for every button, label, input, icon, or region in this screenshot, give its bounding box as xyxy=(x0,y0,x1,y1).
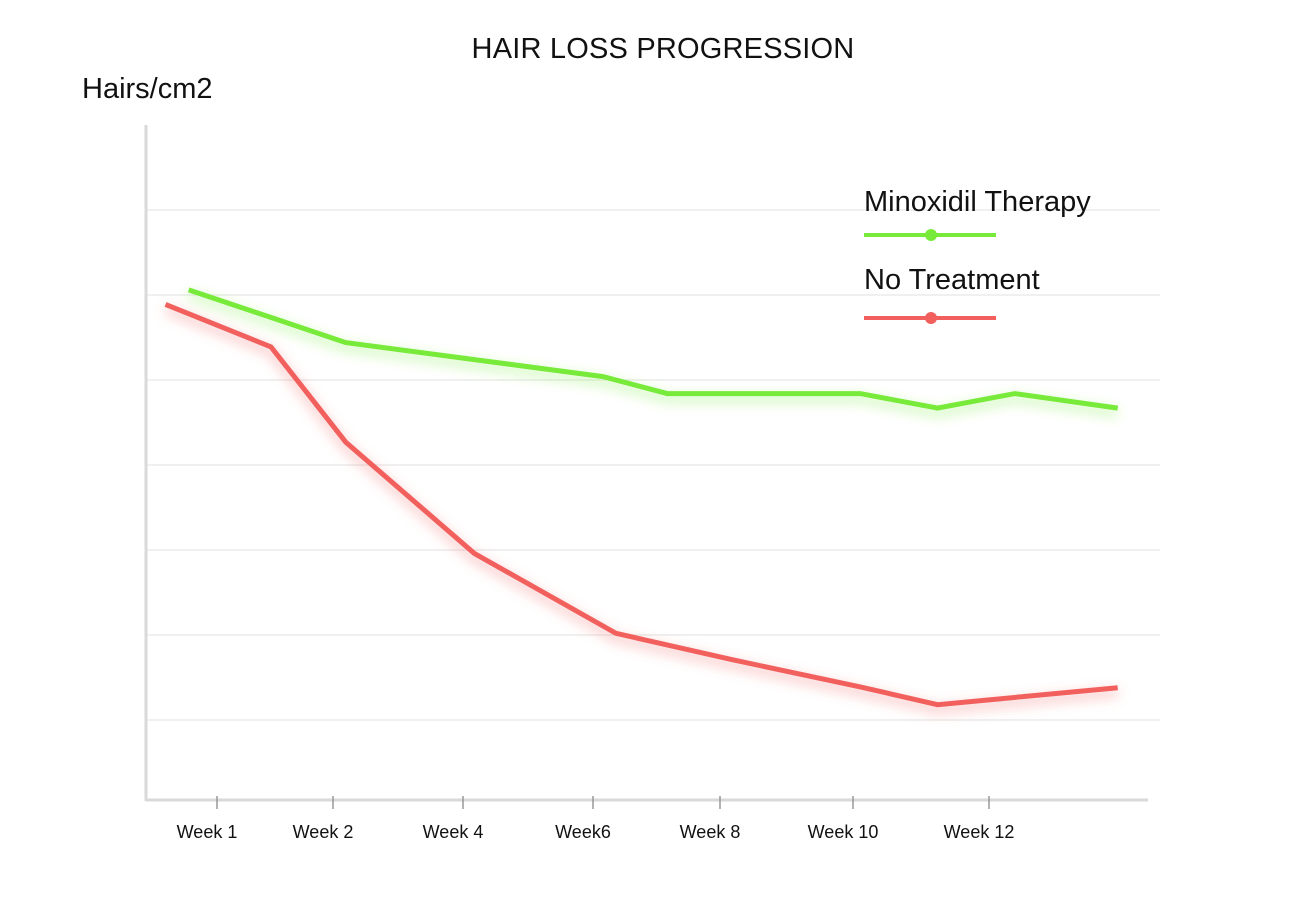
series-glow xyxy=(164,305,1119,714)
legend: Minoxidil Therapy No Treatment xyxy=(864,186,1091,324)
x-tick-label: Week 10 xyxy=(808,822,879,842)
series-minoxidil-therapy xyxy=(187,287,1119,418)
series-line xyxy=(164,302,1118,708)
grid-lines xyxy=(146,209,1160,721)
x-tick-label: Week 12 xyxy=(944,822,1015,842)
legend-marker xyxy=(925,229,937,241)
x-tick-label: Week 1 xyxy=(177,822,238,842)
x-tick-label: Week 8 xyxy=(680,822,741,842)
legend-marker xyxy=(925,312,937,324)
series-no-treatment xyxy=(164,302,1119,714)
y-axis-label: Hairs/cm2 xyxy=(82,73,213,105)
x-axis-ticks: Week 1 Week 2 Week 4 Week6 Week 8 Week 10 Week… xyxy=(177,796,1015,842)
chart-title: HAIR LOSS PROGRESSION xyxy=(472,33,855,65)
axes xyxy=(144,125,1148,802)
x-tick-label: Week 4 xyxy=(423,822,484,842)
series-line xyxy=(187,287,1119,411)
legend-label: Minoxidil Therapy xyxy=(864,186,1091,218)
x-tick-label: Week6 xyxy=(555,822,611,842)
series-glow xyxy=(187,291,1119,418)
legend-label: No Treatment xyxy=(864,264,1040,296)
x-tick-label: Week 2 xyxy=(293,822,354,842)
data-series xyxy=(164,287,1119,714)
